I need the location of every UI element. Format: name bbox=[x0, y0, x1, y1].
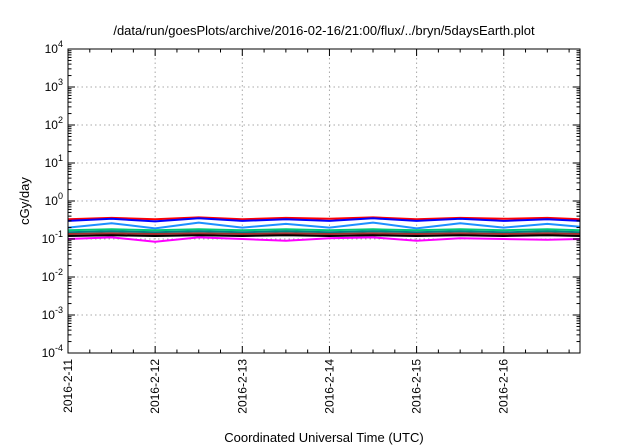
x-tick-label: 2016-2-12 bbox=[148, 359, 162, 414]
y-tick-base: 10 bbox=[42, 308, 56, 322]
y-tick-label: 10-1 bbox=[42, 229, 63, 246]
grid bbox=[68, 49, 580, 353]
y-tick-exponent: 4 bbox=[58, 39, 63, 49]
y-tick-label: 10-3 bbox=[42, 305, 63, 322]
series-line bbox=[67, 217, 581, 223]
y-tick-exponent: -3 bbox=[55, 305, 63, 315]
series-line bbox=[67, 232, 581, 235]
series-line bbox=[67, 236, 581, 243]
x-axis: 2016-2-11 2016-2-12 2016-2-13 2016-2-14 2016… bbox=[61, 49, 570, 414]
x-tick-label: 2016-2-15 bbox=[410, 359, 424, 414]
y-tick-label: 101 bbox=[45, 153, 63, 170]
y-tick-exponent: -4 bbox=[55, 343, 63, 353]
series-line bbox=[67, 230, 581, 234]
x-tick-label: 2016-2-16 bbox=[497, 359, 511, 414]
series-line bbox=[67, 228, 581, 232]
y-tick-label: 102 bbox=[45, 115, 63, 132]
y-tick-base: 10 bbox=[42, 232, 56, 246]
x-tick-label: 2016-2-14 bbox=[322, 359, 336, 414]
x-tick-label: 2016-2-11 bbox=[61, 359, 75, 413]
y-tick-label: 100 bbox=[45, 191, 63, 208]
series-line bbox=[67, 221, 581, 230]
x-axis-label: Coordinated Universal Time (UTC) bbox=[224, 430, 423, 445]
y-tick-label: 104 bbox=[45, 39, 63, 56]
y-tick-exponent: -1 bbox=[55, 229, 63, 239]
y-tick-label: 10-2 bbox=[42, 267, 63, 284]
y-tick-base: 10 bbox=[45, 42, 59, 56]
y-tick-base: 10 bbox=[45, 194, 59, 208]
y-tick-base: 10 bbox=[45, 118, 59, 132]
y-tick-base: 10 bbox=[45, 156, 59, 170]
y-tick-exponent: 0 bbox=[58, 191, 63, 201]
y-tick-label: 103 bbox=[45, 77, 63, 94]
series-layer bbox=[67, 216, 581, 243]
series-line bbox=[67, 216, 581, 221]
y-tick-base: 10 bbox=[45, 80, 59, 94]
y-tick-base: 10 bbox=[42, 270, 56, 284]
chart-title: /data/run/goesPlots/archive/2016-02-16/2… bbox=[113, 23, 535, 38]
y-axis-label: cGy/day bbox=[17, 177, 32, 225]
y-tick-base: 10 bbox=[42, 346, 56, 360]
y-tick-exponent: -2 bbox=[55, 267, 63, 277]
y-tick-exponent: 3 bbox=[58, 77, 63, 87]
series-line bbox=[67, 234, 581, 237]
y-tick-exponent: 2 bbox=[58, 115, 63, 125]
x-tick-label: 2016-2-13 bbox=[235, 359, 249, 414]
y-tick-exponent: 1 bbox=[58, 153, 63, 163]
y-tick-label: 10-4 bbox=[42, 343, 63, 360]
